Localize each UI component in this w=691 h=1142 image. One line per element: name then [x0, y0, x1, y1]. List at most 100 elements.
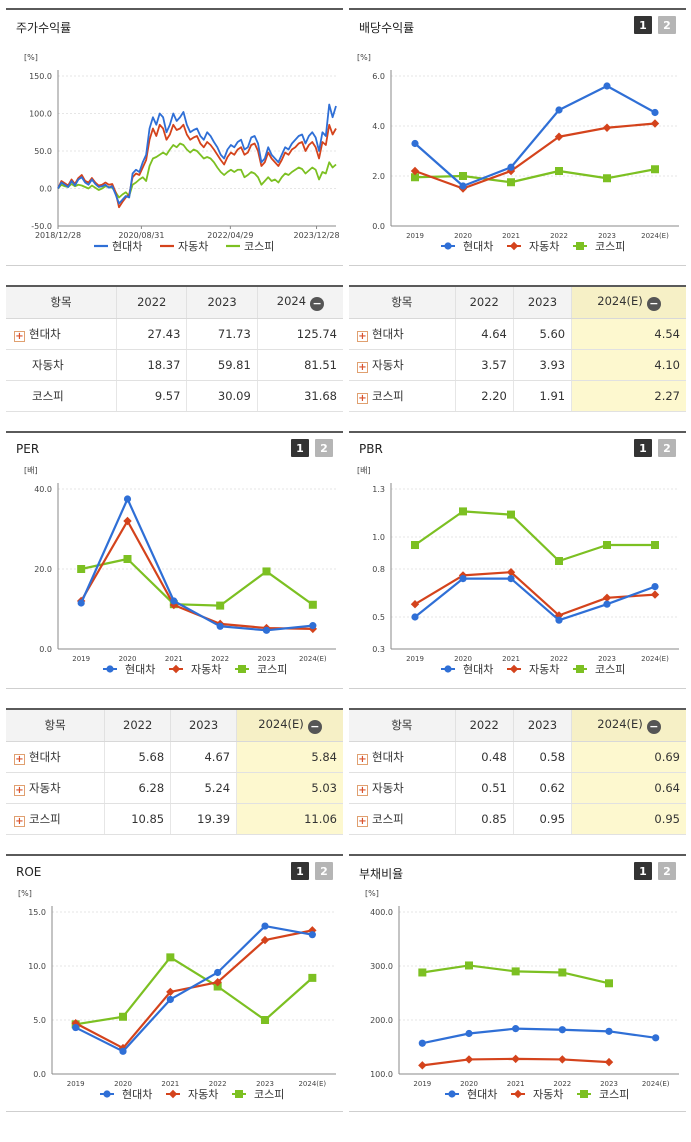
x-tick-label: 2023 — [598, 655, 616, 663]
panel-title: PBR — [359, 442, 383, 456]
legend-label: 자동차 — [529, 240, 559, 253]
dividend-table: 항목 2022 2023 2024(E) − + 현대차 4.64 5.60 4.54 +… — [349, 285, 686, 412]
legend-label: 코스피 — [254, 1088, 284, 1101]
expand-icon[interactable]: + — [14, 784, 25, 796]
expand-icon[interactable]: + — [357, 784, 368, 796]
x-tick-label: 2018/12/28 — [35, 231, 81, 240]
y-tick-label: 2.0 — [372, 172, 385, 181]
expand-icon[interactable]: + — [357, 753, 368, 765]
series-line — [57, 142, 337, 199]
data-point — [411, 139, 419, 148]
data-point — [603, 82, 611, 90]
x-tick-label: 2023 — [598, 232, 616, 240]
stock-return-panel: 주가수익률 [%] 150.0 100.0 50.0 0.0 -50.0 2018/12/2… — [6, 8, 343, 266]
data-point — [555, 616, 563, 624]
y-unit-label: [배] — [24, 466, 38, 475]
table-row: + 자동차 0.51 0.62 0.64 — [349, 772, 686, 804]
cell: 6.28 — [104, 772, 171, 804]
expand-icon[interactable]: + — [14, 330, 25, 342]
x-tick-label: 2019 — [67, 1080, 85, 1088]
cell: 0.58 — [512, 741, 572, 773]
collapse-icon[interactable]: − — [310, 296, 325, 311]
chart-view-2-button[interactable]: 2 — [658, 16, 676, 34]
pbr-panel: PBR 1 2 [배] 1.3 1.0 0.8 0.5 0.3 2019 2020 2021 20… — [349, 431, 686, 689]
data-point — [554, 132, 564, 141]
series-line — [57, 103, 337, 205]
legend-label: 현대차 — [112, 240, 142, 253]
legend-label: 코스피 — [595, 663, 625, 676]
data-point — [418, 968, 427, 977]
collapse-icon[interactable]: − — [307, 719, 322, 734]
chart-view-2-button[interactable]: 2 — [658, 862, 676, 880]
x-tick-label: 2022 — [550, 232, 568, 240]
col-item: 항목 — [6, 287, 117, 319]
y-tick-label: 200.0 — [370, 1016, 393, 1025]
x-tick-label: 2022 — [209, 1080, 227, 1088]
collapse-icon[interactable]: − — [646, 719, 661, 734]
x-tick-label: 2022 — [550, 655, 568, 663]
expand-icon[interactable]: + — [14, 753, 25, 765]
data-point — [410, 166, 420, 176]
y-tick-label: 6.0 — [372, 72, 385, 81]
chart-view-2-button[interactable]: 2 — [315, 439, 333, 457]
chart-view-1-button[interactable]: 1 — [634, 16, 652, 34]
expand-icon[interactable]: + — [357, 392, 368, 404]
x-tick-label: 2024(E) — [299, 655, 327, 663]
panel-title: ROE — [16, 865, 42, 879]
data-point — [555, 106, 563, 114]
y-unit-label: [%] — [24, 53, 38, 62]
table-row: 코스피 9.57 30.09 31.68 — [6, 380, 343, 412]
collapse-icon[interactable]: − — [646, 296, 661, 311]
y-tick-label: 0.3 — [372, 645, 385, 654]
x-tick-label: 2023 — [600, 1080, 618, 1088]
data-point — [650, 590, 660, 599]
table-row: 자동차 18.37 59.81 81.51 — [6, 349, 343, 381]
expand-icon[interactable]: + — [14, 815, 25, 827]
chart-view-1-button[interactable]: 1 — [291, 862, 309, 880]
cell: 81.51 — [256, 349, 343, 381]
panel-title: 배당수익률 — [359, 21, 415, 35]
cell: 0.51 — [454, 772, 514, 804]
x-tick-label: 2019 — [406, 232, 424, 240]
x-tick-label: 2019 — [413, 1080, 431, 1088]
data-point — [602, 123, 612, 132]
cell: 3.93 — [512, 349, 572, 381]
chart-view-1-button[interactable]: 1 — [291, 439, 309, 457]
data-point — [123, 516, 132, 526]
data-point — [576, 242, 584, 250]
cell: 30.09 — [186, 380, 258, 412]
legend-label: 현대차 — [467, 1088, 497, 1101]
chart-view-1-button[interactable]: 1 — [634, 439, 652, 457]
series-line — [414, 84, 656, 188]
x-tick-label: 2024(E) — [641, 655, 669, 663]
dividend-chart: [%] 6.0 4.0 2.0 0.0 2019 2020 2021 2022 2023 2024(… — [357, 53, 679, 253]
legend-label: 현대차 — [122, 1088, 152, 1101]
data-point — [580, 1090, 588, 1098]
y-tick-label: 40.0 — [34, 485, 52, 494]
x-tick-label: 2019 — [406, 655, 424, 663]
dividend-panel: 배당수익률 1 2 [%] 6.0 4.0 2.0 0.0 2019 2020 2021 202… — [349, 8, 686, 266]
pbr-chart: [배] 1.3 1.0 0.8 0.5 0.3 2019 2020 2021 2022 2023 20… — [357, 466, 679, 676]
data-point — [558, 1026, 566, 1034]
chart-view-2-button[interactable]: 2 — [658, 439, 676, 457]
cell: 0.85 — [454, 803, 514, 835]
cell: 0.69 — [571, 741, 686, 773]
col-2024e: 2024(E) − — [236, 710, 343, 742]
expand-icon[interactable]: + — [357, 330, 368, 342]
expand-icon[interactable]: + — [357, 361, 368, 373]
chart-view-1-button[interactable]: 1 — [634, 862, 652, 880]
col-item: 항목 — [349, 710, 456, 742]
col-2022: 2022 — [116, 287, 187, 319]
panel-title: 주가수익률 — [16, 21, 72, 35]
data-point — [507, 163, 515, 171]
data-point — [123, 495, 132, 503]
y-tick-label: 4.0 — [372, 122, 385, 131]
cell: 18.37 — [116, 349, 187, 381]
expand-icon[interactable]: + — [357, 815, 368, 827]
chart-view-2-button[interactable]: 2 — [315, 862, 333, 880]
row-label: 현대차 — [29, 326, 61, 341]
data-point — [411, 613, 419, 621]
data-point — [308, 931, 316, 939]
data-point — [123, 555, 132, 563]
data-point — [77, 565, 86, 573]
